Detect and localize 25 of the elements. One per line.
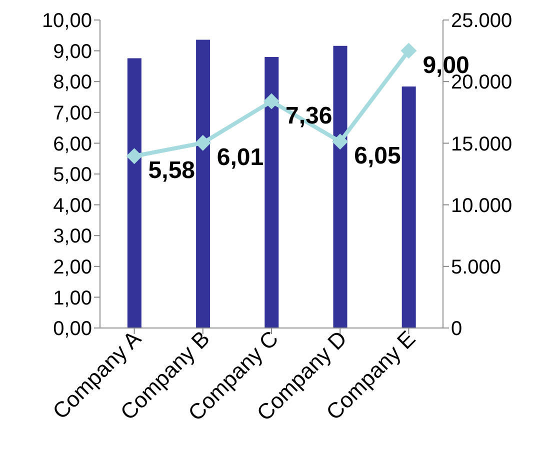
point xyxy=(400,42,417,59)
y2-tick-label: 10.000 xyxy=(451,194,512,217)
data-label: 5,58 xyxy=(148,157,196,184)
y-tick-label: 9,00 xyxy=(53,40,92,63)
y-tick-label: 8,00 xyxy=(53,72,92,94)
y2-tick-label: 15.000 xyxy=(451,133,512,156)
y2-tick-label: 25.000 xyxy=(451,10,512,32)
y2-tick-label: 5.000 xyxy=(451,256,502,278)
y-tick-label: 7,00 xyxy=(53,102,92,124)
y-tick-label: 0,00 xyxy=(53,318,92,340)
y-tick-label: 4,00 xyxy=(53,194,92,217)
y-tick-label: 5,00 xyxy=(53,164,92,186)
data-label: 6,01 xyxy=(216,144,264,171)
point xyxy=(194,134,211,151)
data-label: 7,36 xyxy=(286,102,332,130)
y-tick-label: 10,00 xyxy=(42,10,92,32)
data-label: 6,05 xyxy=(354,142,401,170)
y2-tick-label: 0 xyxy=(451,318,462,340)
y-tick-label: 2,00 xyxy=(53,256,92,278)
y-tick-label: 3,00 xyxy=(53,226,92,248)
point xyxy=(264,93,280,110)
point xyxy=(126,148,142,164)
point xyxy=(332,134,348,150)
y-tick-label: 1,00 xyxy=(53,287,92,310)
y-tick-label: 6,00 xyxy=(53,133,92,156)
